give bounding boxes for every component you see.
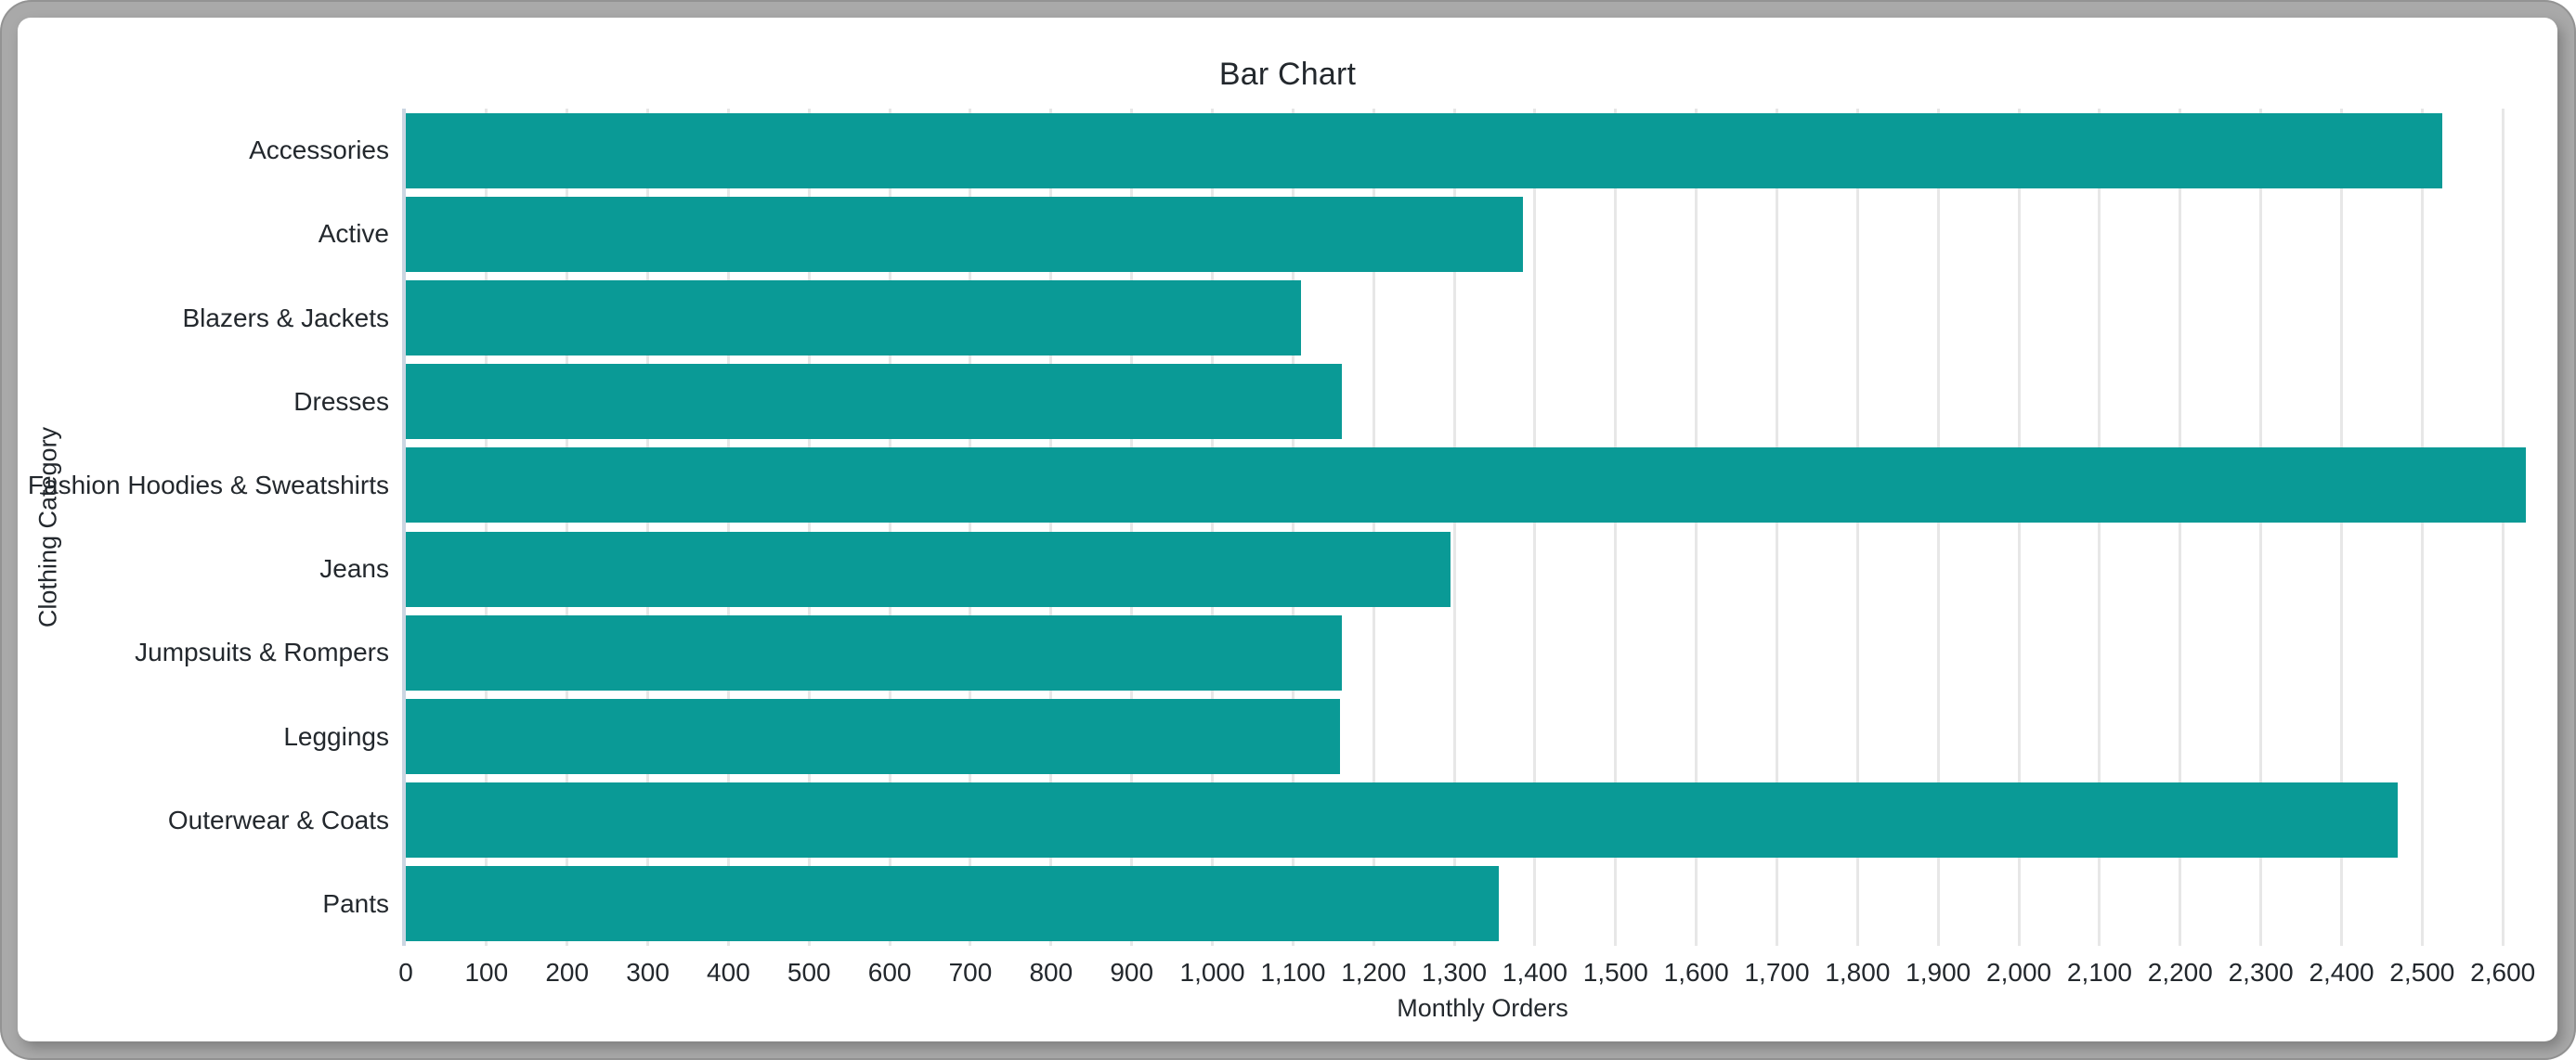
x-axis-tick-labels: 0 100 200 300 400 500 600 700 800 900 1,000 1,100 1,… [398, 958, 2559, 987]
x-tick-label: 1,600 [1663, 958, 1729, 987]
gridline [485, 109, 488, 946]
x-tick-label: 200 [545, 958, 590, 987]
category-label: Outerwear & Coats [167, 805, 389, 834]
x-tick-label: 300 [626, 958, 670, 987]
gridline [1291, 109, 1295, 946]
plot-area [402, 109, 2559, 946]
bar-row [406, 611, 2559, 694]
bar-row [406, 109, 2559, 192]
gridline [1695, 109, 1698, 946]
x-tick-label: 1,200 [1341, 958, 1407, 987]
gridline [888, 109, 891, 946]
bar-blazers-jackets [406, 280, 1302, 355]
x-tick-label: 100 [464, 958, 509, 987]
bar-leggings [406, 699, 1340, 775]
gridline [2098, 109, 2101, 946]
gridline [807, 109, 811, 946]
gridline [2420, 109, 2424, 946]
x-tick-label: 0 [398, 958, 413, 987]
x-tick-label: 1,900 [1906, 958, 1971, 987]
x-tick-label: 2,100 [2066, 958, 2132, 987]
bar-row [406, 694, 2559, 778]
bar-series [406, 109, 2559, 946]
gridline [646, 109, 650, 946]
bar-row [406, 444, 2559, 527]
bar-row [406, 192, 2559, 276]
x-tick-label: 1,000 [1179, 958, 1245, 987]
category-label: Jumpsuits & Rompers [135, 638, 389, 667]
x-tick-label: 2,000 [1986, 958, 2052, 987]
x-tick-label: 900 [1110, 958, 1154, 987]
gridline [1372, 109, 1375, 946]
x-tick-label: 2,300 [2228, 958, 2294, 987]
chart-title: Bar Chart [1218, 57, 1357, 92]
chart-panel: Bar Chart Clothing Category Accessories A… [18, 18, 2557, 1041]
x-tick-label: 1,300 [1422, 958, 1488, 987]
bar-jeans [406, 531, 1451, 607]
x-tick-label: 2,400 [2309, 958, 2374, 987]
gridline [2501, 109, 2504, 946]
gridline [1936, 109, 1940, 946]
x-tick-label: 1,100 [1260, 958, 1326, 987]
bar-row [406, 527, 2559, 611]
x-tick-label: 800 [1029, 958, 1073, 987]
gridline [1452, 109, 1456, 946]
bar-fashion-hoodies-sweatshirts [406, 447, 2526, 524]
gridline [1614, 109, 1618, 946]
x-tick-label: 700 [948, 958, 993, 987]
x-tick-label: 2,600 [2470, 958, 2536, 987]
x-tick-label: 1,800 [1825, 958, 1891, 987]
zero-baseline [402, 109, 406, 946]
category-label: Fashion Hoodies & Sweatshirts [27, 470, 389, 499]
bar-jumpsuits-rompers [406, 614, 1342, 691]
x-tick-label: 600 [867, 958, 912, 987]
category-label: Active [318, 219, 389, 249]
bar-row [406, 779, 2559, 862]
bar-row [406, 360, 2559, 444]
bar-row [406, 862, 2559, 946]
x-tick-label: 2,200 [2147, 958, 2213, 987]
category-label: Dresses [293, 386, 389, 416]
category-label: Blazers & Jackets [182, 303, 389, 332]
gridline [1049, 109, 1053, 946]
bar-dresses [406, 364, 1342, 440]
gridline [2179, 109, 2182, 946]
gridline [566, 109, 569, 946]
category-label: Pants [322, 888, 389, 918]
x-tick-label: 400 [707, 958, 750, 987]
x-tick-label: 1,400 [1502, 958, 1568, 987]
bar-active [406, 196, 1523, 272]
gridline [969, 109, 972, 946]
category-label: Jeans [319, 554, 389, 584]
x-tick-label: 1,700 [1744, 958, 1810, 987]
gridline [1855, 109, 1859, 946]
bar-accessories [406, 112, 2443, 188]
bar-outerwear-coats [406, 782, 2399, 859]
y-axis-category-labels: Accessories Active Blazers & Jackets Dresse… [18, 109, 389, 946]
x-axis-title: Monthly Orders [1397, 994, 1568, 1022]
x-tick-label: 1,500 [1582, 958, 1648, 987]
x-tick-label: 500 [787, 958, 831, 987]
gridline [1211, 109, 1215, 946]
category-label: Leggings [283, 721, 389, 751]
gridline [1533, 109, 1537, 946]
bar-row [406, 276, 2559, 359]
bar-pants [406, 866, 1499, 942]
category-label: Accessories [249, 136, 389, 165]
gridline [1130, 109, 1134, 946]
gridline [2339, 109, 2343, 946]
gridline [2259, 109, 2263, 946]
gridline [2017, 109, 2021, 946]
gridline [726, 109, 730, 946]
x-tick-label: 2,500 [2389, 958, 2455, 987]
gridline [1776, 109, 1779, 946]
